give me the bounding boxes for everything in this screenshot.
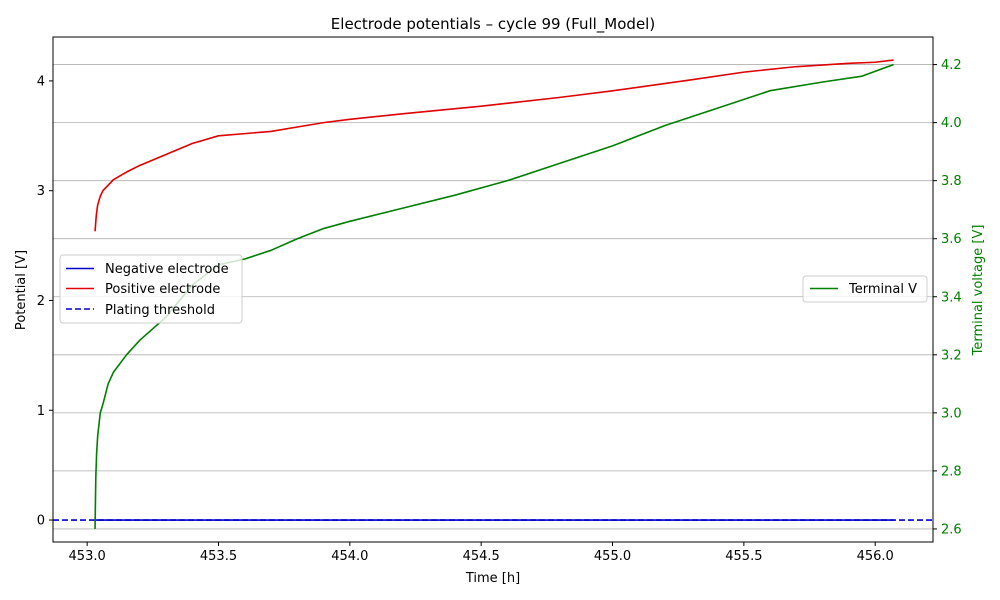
chart-title: Electrode potentials – cycle 99 (Full_Mo… [331, 15, 655, 34]
y-right-tick-label-2: 3.0 [941, 406, 962, 421]
y-right-tick-label-6: 3.8 [941, 174, 962, 189]
y-right-tick-label-0: 2.6 [941, 522, 962, 537]
x-tick-label-3: 454.5 [463, 549, 500, 564]
y-left-tick-label-0: 0 [37, 514, 45, 529]
y-left-tick-label-3: 3 [37, 184, 45, 199]
x-axis: 453.0 453.5 454.0 454.5 455.0 455.5 456.0 [69, 542, 894, 564]
legend-terminal-label: Terminal V [848, 282, 917, 297]
x-axis-title: Time [h] [465, 571, 520, 586]
y-right-tick-label-8: 4.2 [941, 58, 962, 73]
series-terminal-v [94, 63, 894, 529]
legend-right: Terminal V [802, 275, 928, 303]
plot-frame [52, 36, 934, 543]
y-left-tick-label-2: 2 [37, 294, 45, 309]
x-tick-label-5: 455.5 [725, 549, 762, 564]
legend-right-box [802, 275, 928, 303]
y-right-tick-label-7: 4.0 [941, 116, 962, 131]
y-right-tick-label-3: 3.2 [941, 348, 962, 363]
legend-negative-label: Negative electrode [105, 262, 229, 277]
legend-positive-label: Positive electrode [105, 282, 220, 297]
legend-left: Negative electrode Positive electrode Pl… [59, 254, 243, 324]
y-right-tick-label-4: 3.4 [941, 290, 962, 305]
y-left-tick-label-4: 4 [37, 74, 45, 89]
x-tick-label-1: 453.5 [200, 549, 237, 564]
series-positive-electrode [94, 59, 894, 232]
y-axis-left-title: Potential [V] [14, 250, 29, 330]
y-right-tick-label-5: 3.6 [941, 232, 962, 247]
y-axis-right-title: Terminal voltage [V] [971, 225, 986, 357]
legend-left-box [59, 254, 243, 324]
y-right-tick-label-1: 2.8 [941, 464, 962, 479]
x-tick-label-6: 456.0 [857, 549, 894, 564]
plot-series [53, 59, 933, 529]
x-tick-label-0: 453.0 [69, 549, 106, 564]
y-axis-left: 0 1 2 3 4 [37, 74, 53, 529]
x-tick-label-4: 455.0 [594, 549, 631, 564]
y-axis-right: 2.6 2.8 3.0 3.2 3.4 3.6 3.8 4.0 4.2 [933, 58, 962, 537]
y-left-tick-label-1: 1 [37, 404, 45, 419]
legend-threshold-label: Plating threshold [105, 303, 215, 318]
x-tick-label-2: 454.0 [331, 549, 368, 564]
